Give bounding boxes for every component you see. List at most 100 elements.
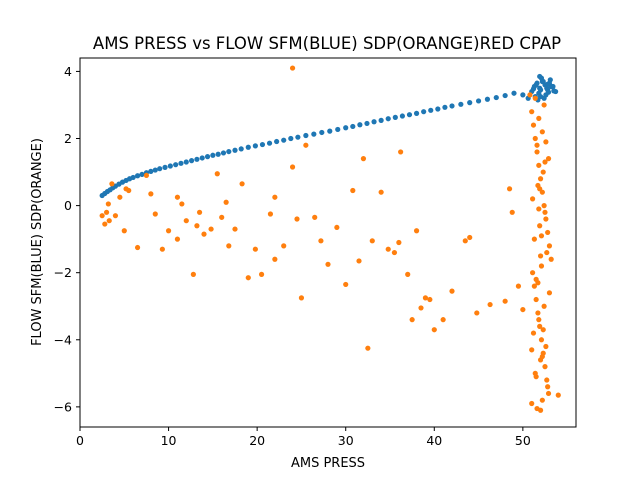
data-point <box>537 253 544 259</box>
data-point <box>536 162 542 168</box>
data-point <box>467 234 473 241</box>
data-point <box>537 93 544 100</box>
data-point <box>232 226 238 232</box>
data-point <box>530 330 537 336</box>
data-point <box>303 142 309 148</box>
data-point <box>535 310 541 316</box>
data-point <box>418 305 424 311</box>
data-point <box>544 249 550 256</box>
data-point <box>215 151 221 157</box>
data-point <box>502 92 508 99</box>
data-point <box>533 374 539 380</box>
data-point <box>541 203 547 209</box>
data-point <box>509 209 515 215</box>
data-point <box>529 347 535 353</box>
data-point <box>475 98 482 104</box>
data-point <box>545 89 552 95</box>
data-point <box>134 173 141 179</box>
data-point <box>123 186 129 192</box>
data-point <box>520 306 526 313</box>
data-point <box>148 191 154 197</box>
data-point <box>356 258 362 264</box>
data-point <box>542 364 548 370</box>
data-point <box>529 109 535 115</box>
y-tick-label: −4 <box>54 332 72 347</box>
data-point <box>266 140 273 146</box>
data-point <box>252 143 258 149</box>
data-point <box>245 144 251 150</box>
data-point <box>152 211 158 217</box>
x-axis: 0 10 20 30 40 50 <box>76 427 531 448</box>
data-point <box>449 103 455 109</box>
data-point <box>531 283 537 289</box>
data-point <box>530 270 536 276</box>
data-point <box>543 216 549 222</box>
data-point <box>357 122 363 128</box>
data-point <box>369 238 375 244</box>
data-point <box>220 150 227 156</box>
data-point <box>539 353 545 360</box>
data-point <box>467 100 473 106</box>
data-point <box>183 218 189 224</box>
x-tick-label: 50 <box>515 433 531 448</box>
x-tick-label: 10 <box>161 433 177 448</box>
data-point <box>109 181 115 187</box>
data-point <box>527 92 533 98</box>
x-axis-label: AMS PRESS <box>291 456 365 471</box>
data-point <box>545 384 551 390</box>
data-point <box>385 246 391 252</box>
data-point <box>378 117 384 123</box>
data-point <box>427 296 433 303</box>
y-tick-label: −6 <box>54 399 72 414</box>
data-point <box>226 148 232 155</box>
data-point <box>406 112 413 118</box>
data-point <box>267 211 274 217</box>
data-point <box>173 162 179 168</box>
data-point <box>289 164 296 170</box>
data-point <box>274 138 280 145</box>
data-point <box>194 223 200 229</box>
data-point <box>259 141 266 148</box>
data-point <box>540 78 546 85</box>
data-point <box>303 132 309 139</box>
data-point <box>422 295 429 301</box>
data-point <box>252 246 258 252</box>
data-point <box>462 238 468 244</box>
y-tick-label: 0 <box>64 198 72 213</box>
data-point <box>134 244 141 251</box>
data-point <box>167 163 173 169</box>
data-point <box>162 164 168 170</box>
data-point <box>538 263 545 269</box>
data-point <box>179 201 185 207</box>
data-point <box>541 303 547 309</box>
data-point <box>545 390 552 397</box>
data-point <box>327 128 333 134</box>
data-point <box>281 243 287 249</box>
data-point <box>543 343 549 350</box>
data-point <box>535 280 541 286</box>
data-point <box>530 86 537 92</box>
data-point <box>396 239 402 246</box>
data-point <box>409 317 415 323</box>
data-point <box>210 152 216 158</box>
data-point <box>208 226 214 232</box>
data-point <box>99 213 105 219</box>
data-point <box>365 345 371 351</box>
data-point <box>106 218 112 224</box>
data-point <box>289 65 296 71</box>
data-point <box>493 94 499 101</box>
plot-frame <box>79 57 577 428</box>
chart-title: AMS PRESS vs FLOW SFM(BLUE) SDP(ORANGE)R… <box>93 34 561 53</box>
data-point <box>343 125 349 131</box>
data-point <box>537 73 543 80</box>
data-point <box>130 174 136 181</box>
data-point <box>532 95 538 101</box>
data-point <box>538 337 545 343</box>
data-point <box>405 271 411 277</box>
data-point <box>531 236 537 242</box>
data-point <box>258 271 265 277</box>
data-point <box>385 116 391 122</box>
data-point <box>245 275 251 281</box>
data-points <box>99 65 561 413</box>
data-point <box>295 134 301 140</box>
